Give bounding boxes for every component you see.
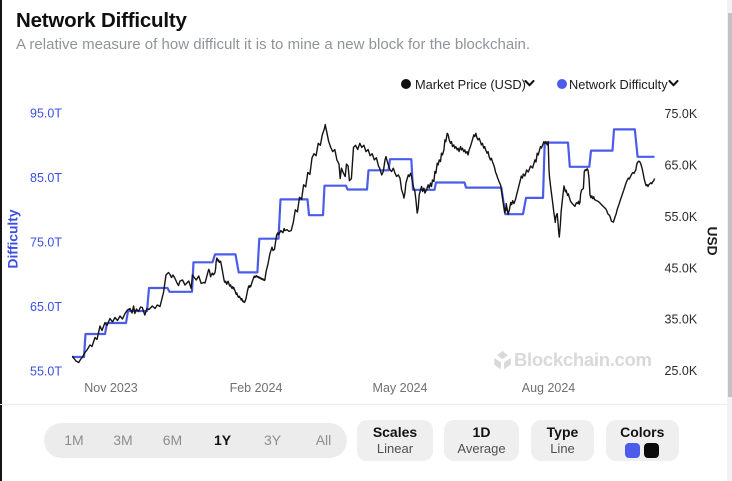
svg-text:Nov 2023: Nov 2023: [84, 381, 138, 395]
svg-text:55.0T: 55.0T: [30, 365, 62, 379]
svg-text:75.0K: 75.0K: [665, 107, 698, 121]
svg-text:Feb 2024: Feb 2024: [230, 381, 283, 395]
svg-text:Blockchain.com: Blockchain.com: [514, 349, 652, 370]
svg-text:55.0K: 55.0K: [665, 210, 698, 224]
svg-text:Difficulty: Difficulty: [6, 209, 21, 268]
svg-text:45.0K: 45.0K: [665, 262, 698, 276]
svg-text:75.0T: 75.0T: [30, 236, 62, 250]
svg-text:USD: USD: [705, 226, 720, 255]
svg-text:65.0T: 65.0T: [30, 300, 62, 314]
svg-text:65.0K: 65.0K: [665, 159, 698, 173]
svg-text:Aug 2024: Aug 2024: [522, 381, 576, 395]
svg-text:85.0T: 85.0T: [30, 171, 62, 185]
svg-text:25.0K: 25.0K: [665, 364, 698, 378]
svg-text:May 2024: May 2024: [373, 381, 428, 395]
svg-text:95.0T: 95.0T: [30, 107, 62, 121]
svg-text:35.0K: 35.0K: [665, 313, 698, 327]
